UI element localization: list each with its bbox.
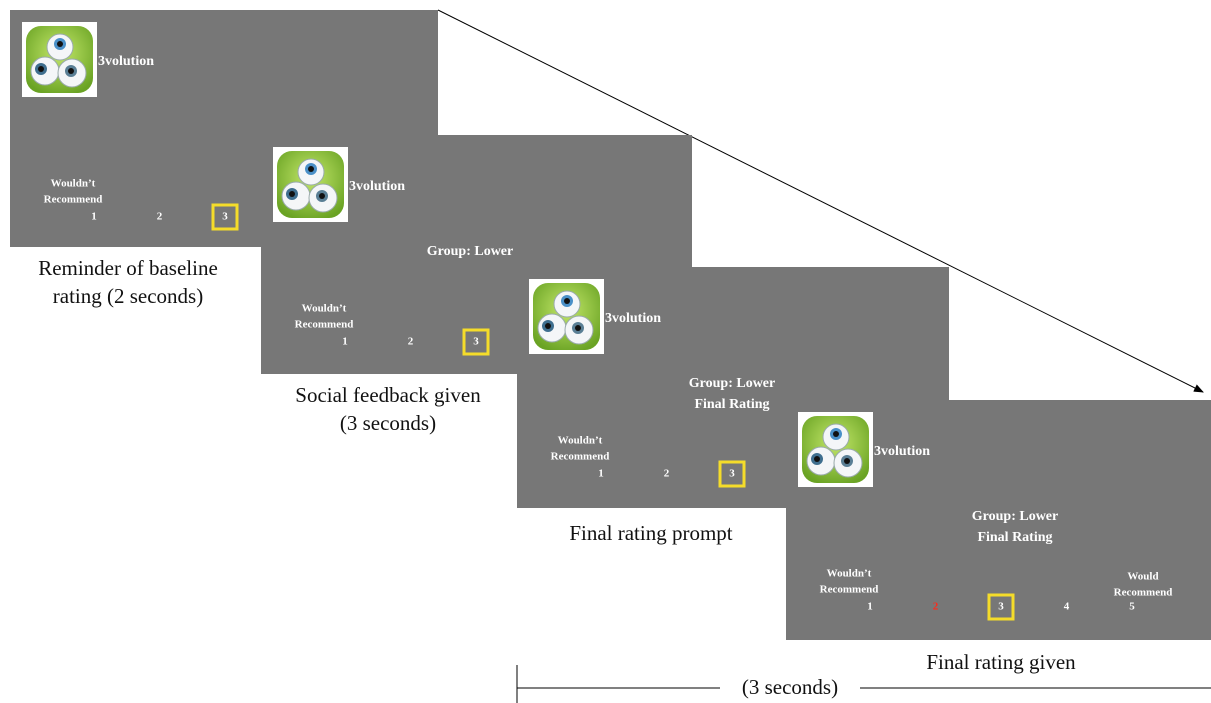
rating-number: 2 xyxy=(408,336,414,348)
rating-number: 2 xyxy=(933,601,939,613)
selection-box xyxy=(462,328,490,356)
selection-box xyxy=(211,203,239,231)
rating-number: 1 xyxy=(342,336,348,348)
rating-number: 4 xyxy=(1064,601,1070,613)
scale-label: Wouldn’t xyxy=(827,568,872,580)
app-icon xyxy=(273,147,348,222)
app-icon xyxy=(798,412,873,487)
rating-number: 3 xyxy=(473,336,479,348)
rating-number: 1 xyxy=(91,211,97,223)
scale-label: Wouldn’t xyxy=(51,178,96,190)
group-text: Final Rating xyxy=(977,530,1052,545)
app-name: 3volution xyxy=(874,444,930,459)
scale-label: Wouldn’t xyxy=(558,435,603,447)
rating-number: 1 xyxy=(867,601,873,613)
selection-box xyxy=(718,460,746,488)
rating-number: 1 xyxy=(598,468,604,480)
screen-caption: Social feedback given xyxy=(295,383,481,407)
group-text: Group: Lower xyxy=(689,376,775,391)
app-name: 3volution xyxy=(98,54,154,69)
screen: 3volution Group: Lower Wouldn’t Recommend 1 2… xyxy=(261,135,692,374)
screens: 3volution Wouldn’t Recommend 1 2 3 3volution Gr… xyxy=(10,10,1211,640)
scale-label: Recommend xyxy=(820,584,879,596)
screen-caption: (3 seconds) xyxy=(340,411,436,435)
scale-label: Wouldn’t xyxy=(302,303,347,315)
screen: 3volution Group: Lower Final Rating Wouldn’… xyxy=(786,400,1211,640)
scale-label: Recommend xyxy=(1114,587,1173,599)
app-icon xyxy=(529,279,604,354)
app-icon xyxy=(22,22,97,97)
selection-box xyxy=(987,593,1015,621)
group-text: Group: Lower xyxy=(972,509,1058,524)
scale-label: Recommend xyxy=(44,194,103,206)
timeline-label: (3 seconds) xyxy=(742,675,838,699)
app-name: 3volution xyxy=(605,311,661,326)
screen-caption: Final rating given xyxy=(926,650,1076,674)
screen-caption: Reminder of baseline xyxy=(38,256,218,280)
rating-number: 2 xyxy=(157,211,163,223)
scale-label: Would xyxy=(1127,571,1158,583)
rating-number: 2 xyxy=(664,468,670,480)
screen-caption: rating (2 seconds) xyxy=(53,284,203,308)
group-text: Group: Lower xyxy=(427,244,513,259)
scale-label: Recommend xyxy=(551,451,610,463)
scale-label: Recommend xyxy=(295,319,354,331)
rating-number: 3 xyxy=(998,601,1004,613)
time-arrow xyxy=(437,9,1204,393)
rating-number: 3 xyxy=(222,211,228,223)
group-text: Final Rating xyxy=(694,397,769,412)
rating-number: 3 xyxy=(729,468,735,480)
app-name: 3volution xyxy=(349,179,405,194)
screen-caption: Final rating prompt xyxy=(569,521,732,545)
rating-number: 5 xyxy=(1129,601,1135,613)
